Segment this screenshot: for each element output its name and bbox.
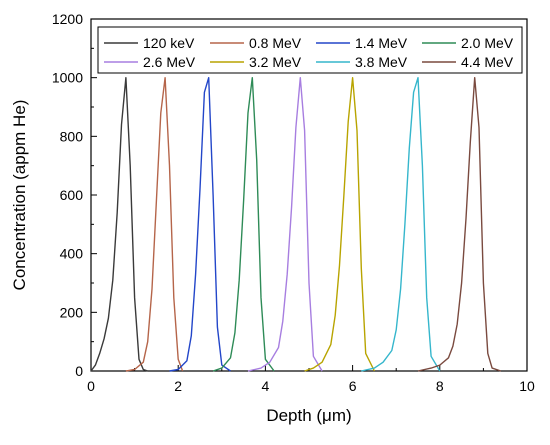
legend-label: 4.4 MeV bbox=[461, 54, 514, 70]
y-tick-label: 200 bbox=[60, 304, 84, 320]
y-axis-label: Concentration (appm He) bbox=[10, 100, 29, 291]
y-tick-label: 800 bbox=[60, 128, 84, 144]
legend-item: 2.6 MeV bbox=[104, 54, 196, 70]
y-tick-label: 600 bbox=[60, 187, 84, 203]
series-line-2_6-mev bbox=[247, 76, 323, 372]
series-line-1_4-mev bbox=[169, 76, 231, 372]
series-line-3_2-mev bbox=[304, 76, 376, 372]
series-line-4_4-mev bbox=[417, 76, 502, 372]
y-tick-label: 400 bbox=[60, 246, 84, 262]
legend-item: 120 keV bbox=[104, 35, 195, 51]
x-tick-label: 8 bbox=[436, 378, 444, 394]
legend: 120 keV 0.8 MeV 1.4 MeV 2.0 MeV 2.6 MeV 3.2 M… bbox=[97, 26, 523, 74]
legend-label: 3.2 MeV bbox=[249, 54, 302, 70]
legend-label: 120 keV bbox=[143, 35, 195, 51]
legend-item: 2.0 MeV bbox=[422, 35, 514, 51]
x-tick-label: 10 bbox=[519, 378, 535, 394]
series-layer bbox=[90, 76, 502, 372]
series-line-3_8-mev bbox=[361, 76, 441, 372]
x-tick-label: 0 bbox=[87, 378, 95, 394]
x-tick-label: 6 bbox=[349, 378, 357, 394]
legend-label: 3.8 MeV bbox=[355, 54, 408, 70]
legend-item: 3.2 MeV bbox=[210, 54, 302, 70]
legend-item: 4.4 MeV bbox=[422, 54, 514, 70]
y-tick-label: 0 bbox=[75, 363, 83, 379]
legend-label: 1.4 MeV bbox=[355, 35, 408, 51]
axis-ticks: 0 2 4 6 8 10 0 200 400 600 800 1000 1200 bbox=[52, 11, 535, 394]
series-line-2_0-mev bbox=[212, 76, 275, 372]
y-tick-label: 1000 bbox=[52, 70, 83, 86]
x-axis-label: Depth (μm) bbox=[266, 406, 351, 425]
legend-label: 2.6 MeV bbox=[143, 54, 196, 70]
series-line-0_8-mev bbox=[125, 76, 184, 372]
legend-box bbox=[97, 26, 523, 74]
legend-item: 1.4 MeV bbox=[316, 35, 408, 51]
x-tick-label: 2 bbox=[174, 378, 182, 394]
x-tick-label: 4 bbox=[262, 378, 270, 394]
legend-item: 3.8 MeV bbox=[316, 54, 408, 70]
legend-item: 0.8 MeV bbox=[210, 35, 302, 51]
y-tick-label: 1200 bbox=[52, 11, 83, 27]
series-line-120-kev bbox=[90, 76, 148, 372]
legend-label: 0.8 MeV bbox=[249, 35, 302, 51]
legend-label: 2.0 MeV bbox=[461, 35, 514, 51]
